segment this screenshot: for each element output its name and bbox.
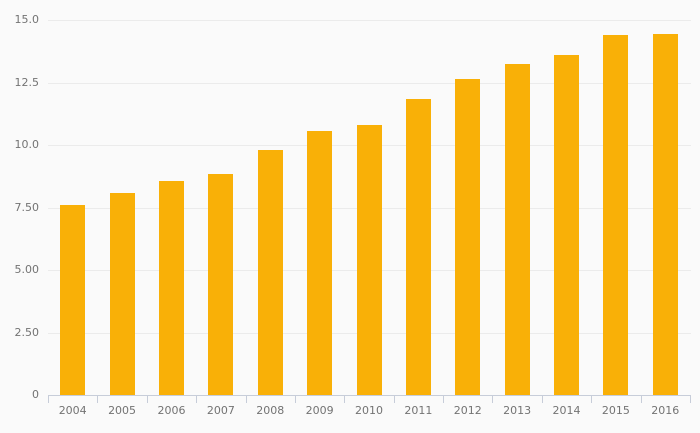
y-gridline bbox=[48, 82, 691, 84]
bar-2015[interactable] bbox=[603, 35, 629, 395]
bar-2009[interactable] bbox=[307, 131, 333, 395]
x-axis-tick-label: 2010 bbox=[354, 404, 383, 417]
y-gridline bbox=[48, 20, 691, 21]
x-axis-tick bbox=[591, 396, 592, 403]
bar-2006[interactable] bbox=[158, 181, 184, 395]
x-axis-tick bbox=[641, 396, 642, 403]
bar-2014[interactable] bbox=[554, 55, 580, 395]
x-axis-tick bbox=[196, 396, 197, 403]
y-axis-tick-label: 0 bbox=[32, 388, 39, 401]
bar-2010[interactable] bbox=[356, 125, 382, 395]
x-axis-tick bbox=[542, 396, 543, 403]
x-axis-tick bbox=[443, 396, 444, 403]
x-axis-tick bbox=[295, 396, 296, 403]
y-axis-tick-label: 12.5 bbox=[14, 75, 40, 89]
x-axis-tick-label: 2011 bbox=[404, 404, 433, 417]
x-axis-tick bbox=[147, 396, 148, 403]
x-axis-tick-label: 2014 bbox=[552, 404, 581, 417]
y-axis-tick-label: 2.50 bbox=[14, 325, 40, 339]
x-axis-tick bbox=[97, 396, 98, 403]
y-axis-tick-label: 15.0 bbox=[14, 13, 40, 26]
x-axis-tick-label: 2012 bbox=[453, 404, 482, 417]
x-axis-tick bbox=[246, 396, 247, 403]
x-axis-tick bbox=[344, 396, 345, 403]
x-axis-tick-label: 2008 bbox=[256, 404, 285, 417]
bar-2005[interactable] bbox=[109, 192, 135, 395]
x-axis-tick bbox=[48, 396, 49, 403]
x-axis-line bbox=[48, 395, 691, 396]
x-axis-tick bbox=[492, 396, 493, 403]
y-axis-tick-label: 7.50 bbox=[14, 200, 40, 214]
bar-2008[interactable] bbox=[257, 150, 283, 395]
bar-2011[interactable] bbox=[405, 98, 431, 395]
x-axis-tick bbox=[690, 396, 691, 403]
x-axis-tick-label: 2004 bbox=[58, 404, 87, 417]
y-axis-tick-label: 5.00 bbox=[14, 263, 40, 276]
bar-2004[interactable] bbox=[60, 205, 86, 395]
x-axis-tick bbox=[394, 396, 395, 403]
x-axis-tick-label: 2007 bbox=[206, 404, 235, 417]
bar-2012[interactable] bbox=[455, 78, 481, 395]
bar-2013[interactable] bbox=[504, 63, 530, 395]
y-axis-tick-label: 10.0 bbox=[14, 138, 40, 151]
x-axis-tick-label: 2015 bbox=[601, 404, 630, 417]
x-axis-tick-label: 2006 bbox=[157, 404, 186, 417]
x-axis-tick-label: 2005 bbox=[108, 404, 137, 417]
x-axis-tick-label: 2013 bbox=[503, 404, 532, 417]
x-axis-tick-label: 2009 bbox=[305, 404, 334, 417]
x-axis-tick-label: 2016 bbox=[651, 404, 680, 417]
bar-2016[interactable] bbox=[652, 33, 678, 395]
bar-2007[interactable] bbox=[208, 173, 234, 395]
